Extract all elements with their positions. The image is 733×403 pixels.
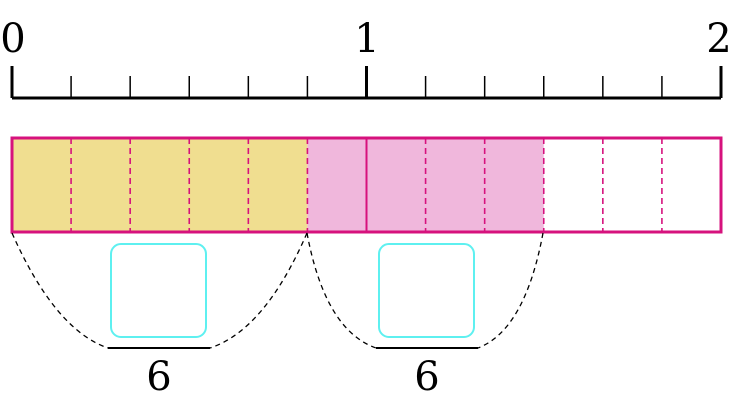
number-line-label-2: 2	[706, 16, 731, 62]
group-bracket-2: 6	[306, 232, 544, 400]
number-line: 0 1 2	[0, 16, 732, 100]
group-label-1: 6	[146, 354, 171, 400]
bar-dividers	[70, 138, 663, 232]
number-line-ticks	[10, 66, 723, 98]
group-curve-2	[306, 232, 377, 349]
number-line-label-0: 0	[0, 16, 25, 62]
yellow-fill-region	[12, 138, 308, 232]
group-curve-1	[11, 232, 109, 349]
answer-box-2[interactable]	[378, 243, 475, 338]
number-line-label-1: 1	[354, 16, 379, 62]
group-curve-1b	[209, 232, 308, 349]
bar-outline	[10, 136, 723, 234]
answer-box-1[interactable]	[110, 243, 207, 338]
fraction-bar	[10, 136, 723, 234]
group-curve-2b	[477, 232, 544, 349]
group-label-2: 6	[414, 354, 439, 400]
group-bracket-1: 6	[11, 232, 308, 400]
